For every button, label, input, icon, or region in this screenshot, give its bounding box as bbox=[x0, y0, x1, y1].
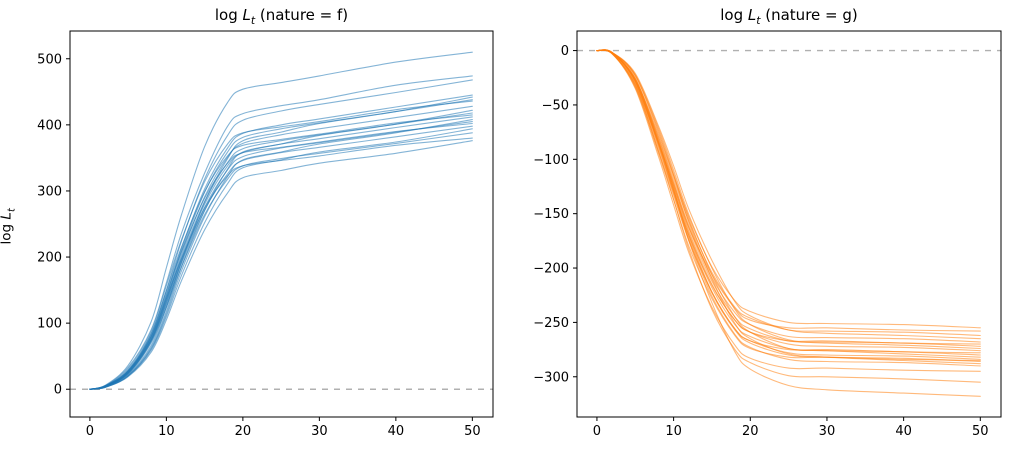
series-line bbox=[596, 49, 981, 352]
x-tick-label: 0 bbox=[86, 424, 94, 439]
x-tick-label: 50 bbox=[464, 424, 481, 439]
y-tick-label: −50 bbox=[542, 98, 569, 113]
series-line bbox=[89, 137, 473, 390]
x-tick-label: 40 bbox=[388, 424, 405, 439]
x-tick-label: 10 bbox=[665, 424, 682, 439]
title-var: L bbox=[747, 6, 757, 24]
title-prefix: log bbox=[214, 6, 243, 24]
right-chart-title: log Lt (nature = g) bbox=[577, 6, 1001, 27]
title-suffix: (nature = g) bbox=[760, 6, 858, 24]
title-sub: t bbox=[756, 14, 761, 27]
y-tick-label: 200 bbox=[37, 251, 62, 266]
ylabel-prefix: log bbox=[0, 219, 15, 245]
x-tick-label: 10 bbox=[158, 424, 175, 439]
y-tick-label: 0 bbox=[54, 383, 62, 398]
series-line bbox=[596, 49, 981, 343]
series-line bbox=[596, 49, 981, 362]
series-line bbox=[89, 140, 473, 390]
y-tick-label: −300 bbox=[533, 370, 569, 385]
title-prefix: log bbox=[720, 6, 748, 24]
series-line bbox=[89, 128, 473, 390]
series-line bbox=[596, 49, 981, 350]
series-line bbox=[596, 49, 981, 340]
y-tick-label: −150 bbox=[533, 207, 569, 222]
y-tick-label: −100 bbox=[533, 153, 569, 168]
y-tick-label: 500 bbox=[37, 52, 62, 67]
series-line bbox=[596, 49, 981, 365]
series-line bbox=[89, 100, 473, 390]
series-line bbox=[596, 49, 981, 358]
title-sub: t bbox=[250, 14, 256, 27]
series-line bbox=[596, 49, 981, 332]
series-line bbox=[596, 49, 981, 347]
series-line bbox=[596, 49, 981, 356]
ylabel-sub: t bbox=[6, 208, 18, 213]
series-line bbox=[596, 49, 981, 397]
title-suffix: (nature = f) bbox=[255, 6, 349, 24]
left-chart-ylabel: log Lt bbox=[0, 191, 17, 261]
series-line bbox=[596, 49, 981, 367]
series-line bbox=[596, 49, 981, 337]
series-line bbox=[596, 49, 981, 383]
series-line bbox=[89, 132, 473, 390]
x-tick-label: 20 bbox=[235, 424, 252, 439]
y-tick-label: 300 bbox=[37, 184, 62, 199]
series-line bbox=[596, 49, 981, 360]
series-line bbox=[596, 49, 981, 363]
y-tick-label: 100 bbox=[37, 317, 62, 332]
y-tick-label: −200 bbox=[533, 262, 569, 277]
series-line bbox=[596, 49, 981, 372]
ylabel-var: L bbox=[0, 212, 15, 220]
y-tick-label: −250 bbox=[533, 316, 569, 331]
series-line bbox=[596, 49, 981, 345]
x-tick-label: 20 bbox=[742, 424, 759, 439]
y-tick-label: 400 bbox=[37, 118, 62, 133]
axes-spines bbox=[69, 30, 494, 418]
y-tick-label: 0 bbox=[561, 44, 569, 59]
left-chart-title: log Lt (nature = f) bbox=[70, 6, 493, 27]
x-tick-label: 30 bbox=[311, 424, 328, 439]
axes-spines bbox=[576, 30, 1002, 418]
series-line bbox=[596, 49, 981, 329]
x-tick-label: 50 bbox=[972, 424, 989, 439]
x-tick-label: 30 bbox=[819, 424, 836, 439]
title-var: L bbox=[242, 6, 251, 24]
series-line bbox=[89, 51, 473, 390]
series-line bbox=[596, 49, 981, 354]
series-line bbox=[89, 75, 473, 390]
x-tick-label: 40 bbox=[895, 424, 912, 439]
x-tick-label: 0 bbox=[593, 424, 601, 439]
